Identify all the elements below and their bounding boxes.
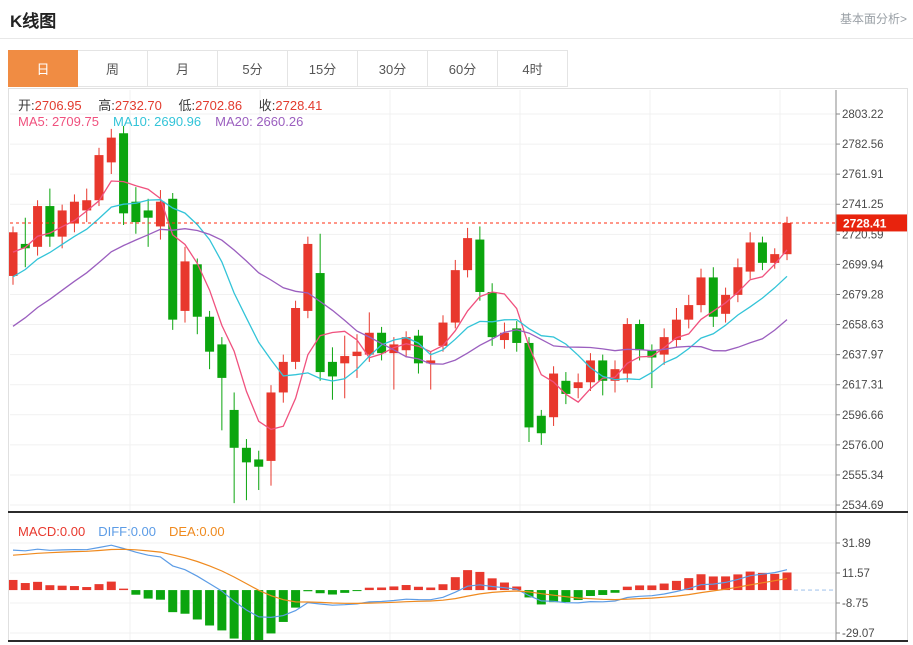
kline-chart-canvas[interactable]: 2803.22 2782.56 2761.91 2741.25 2720.59 2699.… <box>8 88 908 644</box>
svg-text:2658.63: 2658.63 <box>842 320 884 332</box>
svg-text:2720.59: 2720.59 <box>842 229 884 241</box>
tab-月[interactable]: 月 <box>148 50 218 87</box>
svg-text:2679.28: 2679.28 <box>842 289 884 301</box>
chart-area: 2803.22 2782.56 2761.91 2741.25 2720.59 2699.… <box>8 88 908 644</box>
price-marker-label <box>836 214 908 232</box>
svg-text:2699.94: 2699.94 <box>842 259 884 271</box>
svg-text:-8.75: -8.75 <box>842 598 868 610</box>
page-title: K线图 <box>10 12 57 31</box>
svg-text:2596.66: 2596.66 <box>842 410 884 422</box>
fundamental-analysis-link[interactable]: 基本面分析> <box>839 12 907 26</box>
svg-text:2617.31: 2617.31 <box>842 380 884 392</box>
svg-text:11.57: 11.57 <box>842 568 870 580</box>
svg-text:2741.25: 2741.25 <box>842 199 884 211</box>
svg-text:2637.97: 2637.97 <box>842 350 884 362</box>
tab-30分[interactable]: 30分 <box>358 50 428 87</box>
tab-15分[interactable]: 15分 <box>288 50 358 87</box>
tab-周[interactable]: 周 <box>78 50 148 87</box>
svg-text:-29.07: -29.07 <box>842 628 875 640</box>
tab-60分[interactable]: 60分 <box>428 50 498 87</box>
svg-text:2555.34: 2555.34 <box>842 470 884 482</box>
tab-4时[interactable]: 4时 <box>498 50 568 87</box>
page-header: K线图 基本面分析> <box>0 0 913 39</box>
tab-日[interactable]: 日 <box>8 50 78 87</box>
interval-tabbar: 日周月 5分 15分 30分 60分 4时 <box>8 50 568 87</box>
svg-text:2782.56: 2782.56 <box>842 139 884 151</box>
svg-text:31.89: 31.89 <box>842 538 871 550</box>
svg-text:2761.91: 2761.91 <box>842 169 884 181</box>
svg-text:2803.22: 2803.22 <box>842 109 884 121</box>
svg-text:2728.41: 2728.41 <box>843 216 887 230</box>
tab-5分[interactable]: 5分 <box>218 50 288 87</box>
svg-text:2576.00: 2576.00 <box>842 440 884 452</box>
svg-text:2534.69: 2534.69 <box>842 500 884 512</box>
